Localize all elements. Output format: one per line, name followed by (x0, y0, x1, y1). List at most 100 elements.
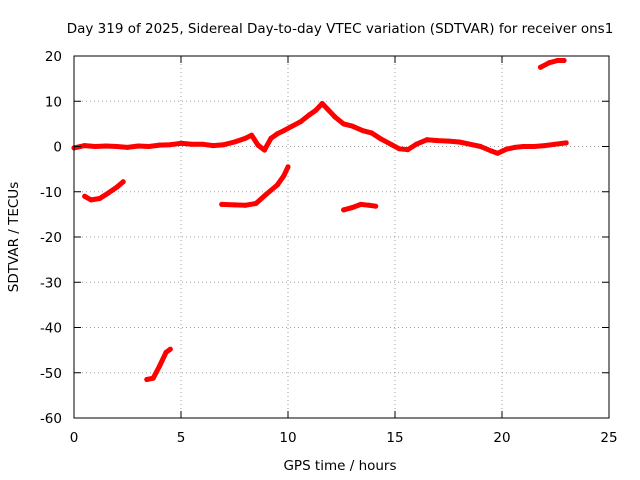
y-tick-label: 20 (45, 49, 62, 65)
data-point (264, 191, 270, 197)
data-point (221, 142, 227, 148)
data-point (114, 184, 120, 190)
data-point (146, 144, 152, 149)
data-point (167, 346, 173, 352)
data-point (377, 135, 383, 141)
y-tick-label: -20 (40, 230, 62, 246)
x-tick-label: 25 (600, 430, 617, 446)
data-point (253, 201, 259, 206)
y-tick-label: -30 (40, 275, 62, 291)
data-point (341, 207, 347, 213)
data-point (563, 140, 569, 146)
data-point (358, 201, 364, 207)
x-axis-label: GPS time / hours (283, 458, 396, 474)
data-point (298, 119, 304, 125)
data-point (319, 101, 325, 106)
data-point (105, 190, 111, 196)
data-point (268, 135, 274, 141)
data-point (178, 140, 184, 146)
data-point (555, 58, 561, 63)
x-tick-label: 5 (177, 430, 186, 446)
data-point (495, 150, 501, 156)
y-tick-label: -10 (40, 185, 62, 201)
data-point (103, 143, 109, 149)
data-point (232, 139, 237, 145)
data-point (478, 144, 484, 149)
data-point (405, 147, 411, 153)
x-tick-label: 10 (279, 430, 296, 446)
y-tick-label: -60 (40, 411, 62, 427)
data-point (262, 147, 267, 153)
data-point (210, 143, 216, 149)
data-point (281, 128, 287, 134)
data-point (232, 202, 237, 208)
data-point (488, 148, 494, 154)
data-point (313, 107, 319, 113)
data-point (467, 141, 473, 147)
data-point (144, 377, 150, 382)
data-point (274, 131, 280, 137)
y-axis-label: SDTVAR / TECUs (6, 182, 22, 292)
data-point (546, 60, 552, 66)
data-point (424, 137, 430, 143)
data-point (150, 375, 156, 381)
grid-lines (74, 56, 609, 418)
data-point (125, 144, 130, 150)
data-point (163, 349, 169, 355)
y-tick-label: -40 (40, 321, 62, 337)
data-point (281, 173, 287, 179)
data-point (542, 143, 548, 149)
data-point (435, 138, 441, 144)
data-point (341, 121, 347, 127)
data-point (561, 58, 567, 63)
data-point (242, 135, 248, 141)
data-point (512, 144, 518, 150)
data-point (285, 164, 291, 170)
y-tick-label: 0 (53, 140, 62, 156)
data-point (388, 141, 394, 147)
data-point (82, 143, 88, 149)
data-point (373, 203, 379, 209)
y-tick-label: -50 (40, 366, 62, 382)
data-point (520, 144, 526, 149)
data-point (306, 112, 312, 118)
data-point (189, 141, 195, 147)
axis-ticks: 0 5 10 15 20 25 -60 -50 -40 -30 -20 -10 0 10 20 (40, 49, 618, 446)
data-point (114, 144, 120, 149)
data-point (360, 128, 366, 134)
data-point (366, 202, 372, 208)
data-point (332, 114, 338, 120)
data-point (369, 130, 374, 136)
data-point (349, 123, 355, 129)
data-point (456, 139, 462, 145)
data-point (157, 142, 163, 148)
data-point (289, 123, 295, 129)
data-series (71, 58, 569, 382)
data-point (255, 142, 261, 148)
x-tick-label: 20 (493, 430, 510, 446)
data-point (92, 144, 98, 149)
data-point (82, 193, 88, 199)
chart-title: Day 319 of 2025, Sidereal Day-to-day VTE… (67, 21, 614, 37)
data-point (120, 179, 126, 185)
data-point (97, 196, 103, 201)
data-point (396, 146, 402, 152)
data-point (553, 141, 558, 147)
data-point (157, 363, 163, 369)
data-point (326, 107, 332, 113)
x-tick-label: 0 (70, 430, 79, 446)
data-point (446, 138, 451, 144)
data-point (199, 141, 205, 147)
data-point (413, 141, 419, 147)
data-point (88, 197, 94, 203)
data-point (167, 142, 173, 148)
data-point (538, 64, 543, 70)
data-point (135, 143, 141, 149)
series-segment-5 (538, 58, 567, 70)
data-point (242, 202, 248, 208)
data-point (349, 205, 355, 211)
x-tick-label: 15 (386, 430, 403, 446)
y-tick-label: 10 (45, 94, 62, 110)
